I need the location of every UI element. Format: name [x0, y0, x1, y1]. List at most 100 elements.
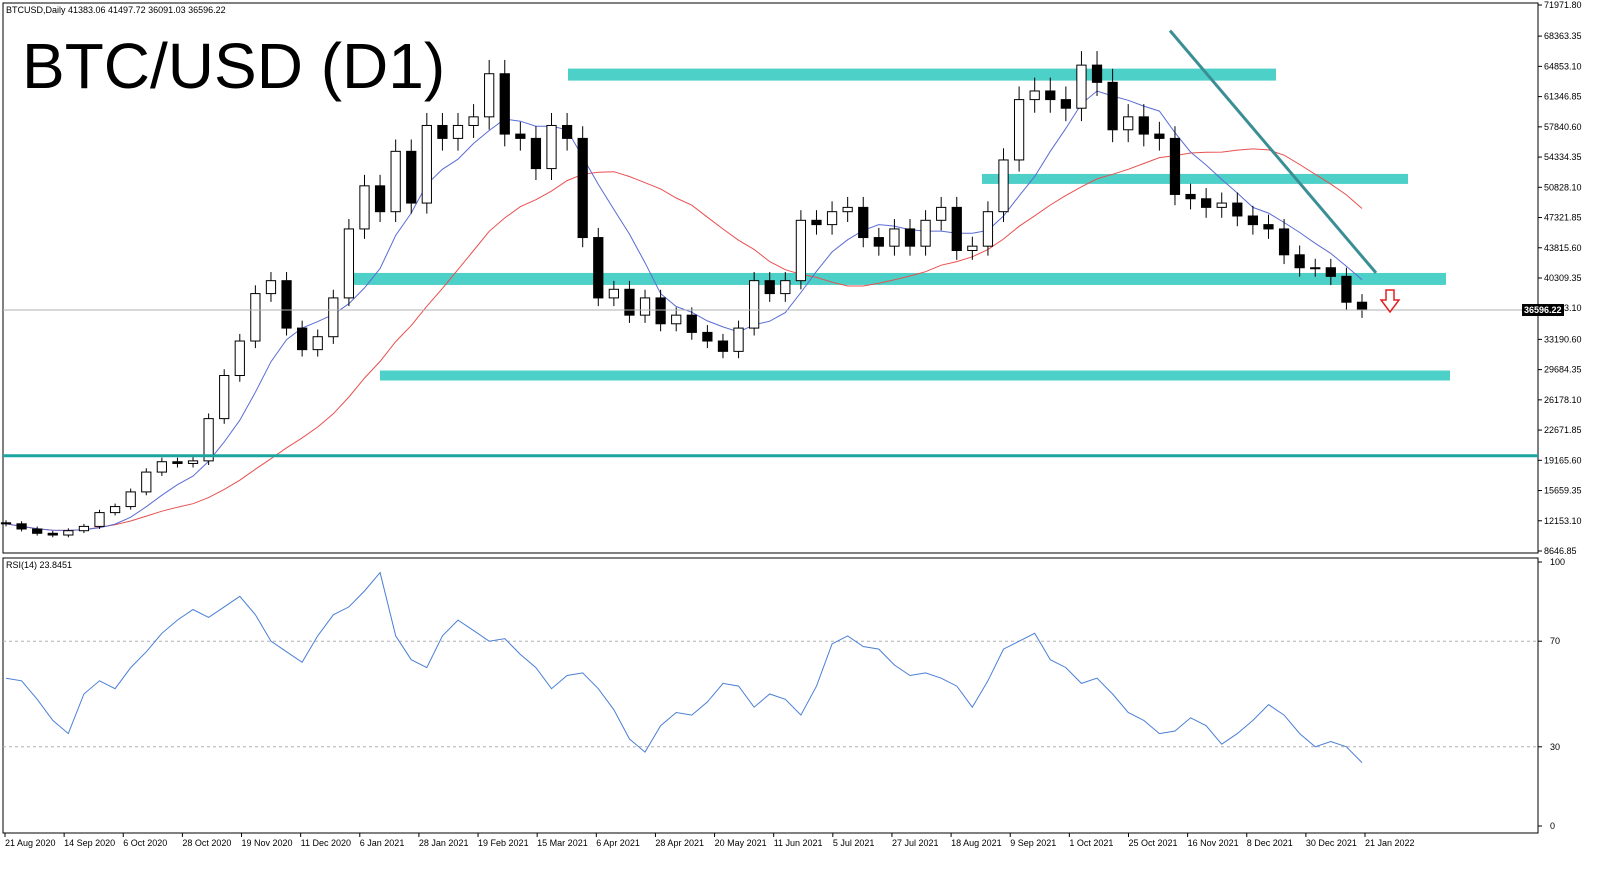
candle-body: [749, 280, 760, 329]
candle-body: [437, 124, 448, 139]
candle-body: [920, 219, 931, 247]
candle-body: [1294, 254, 1305, 269]
price-zone: [380, 370, 1450, 381]
price-tick-label: 40309.35: [1544, 273, 1582, 283]
candle-body: [499, 73, 510, 135]
candle-body: [406, 150, 417, 204]
candle-body: [1013, 99, 1025, 161]
candle-body: [1232, 202, 1243, 217]
descending-trendline: [1168, 29, 1378, 274]
time-tick-label: 6 Oct 2020: [123, 838, 167, 848]
price-tick-label: 50828.10: [1544, 182, 1582, 192]
candle-body: [265, 280, 277, 295]
candle-body: [1216, 202, 1227, 208]
price-tick-label: 64853.10: [1544, 61, 1582, 71]
time-tick-label: 15 Mar 2021: [537, 838, 588, 848]
candle-body: [343, 228, 355, 299]
candle-body: [904, 228, 916, 247]
time-tick-label: 11 Jun 2021: [774, 838, 823, 848]
candle-body: [1341, 275, 1352, 303]
candle-body: [936, 206, 947, 221]
candle-body: [47, 532, 58, 536]
candle-body: [63, 530, 74, 536]
candle-body: [1185, 193, 1196, 200]
candle-body: [109, 506, 121, 514]
candle-body: [141, 471, 152, 493]
price-tick-label: 12153.10: [1544, 516, 1582, 526]
time-tick-label: 5 Jul 2021: [833, 838, 875, 848]
candle-body: [421, 124, 432, 204]
price-tick-label: 19165.60: [1544, 455, 1582, 465]
rsi-indicator-label: RSI(14) 23.8451: [6, 560, 72, 570]
candle-body: [219, 375, 230, 420]
candle-body: [125, 491, 136, 508]
candle-body: [328, 297, 339, 338]
price-tick-label: 33190.60: [1544, 334, 1582, 344]
candle-body: [811, 219, 822, 226]
candle-body: [764, 280, 775, 295]
candle-body: [1154, 133, 1165, 139]
current-price-tag: [1522, 304, 1564, 317]
candle-body: [780, 280, 791, 295]
time-tick-label: 18 Aug 2021: [951, 838, 1002, 848]
price-tick-label: 15659.35: [1544, 486, 1582, 496]
time-tick-label: 9 Sep 2021: [1010, 838, 1056, 848]
price-tick-label: 29684.35: [1544, 365, 1582, 375]
price-axis: 71971.80 68363.35 64853.10 61346.85 57840.60…: [1538, 0, 1582, 556]
candle-body: [826, 211, 838, 226]
candle-body: [873, 237, 884, 247]
candle-body: [1356, 301, 1368, 311]
price-tick-label: 68363.35: [1544, 31, 1582, 41]
current-price-label: 36596.22: [1524, 305, 1562, 315]
rsi-tick-label: 70: [1550, 636, 1560, 646]
candle-body: [842, 206, 853, 213]
candle-body: [702, 331, 713, 342]
time-tick-label: 6 Apr 2021: [596, 838, 640, 848]
time-tick-label: 30 Dec 2021: [1306, 838, 1357, 848]
candle-body: [468, 116, 479, 126]
price-tick-label: 71971.80: [1544, 0, 1582, 10]
candle-body: [484, 73, 495, 118]
candle-body: [1201, 198, 1212, 208]
candle-body: [624, 288, 635, 316]
candle-body: [281, 280, 292, 329]
candle-body: [359, 185, 370, 230]
candle-body: [1278, 228, 1290, 256]
price-zone: [982, 173, 1408, 184]
candle-body: [1263, 224, 1274, 230]
candle-body: [312, 336, 323, 351]
time-tick-label: 1 Oct 2021: [1069, 838, 1113, 848]
candle-body: [1310, 267, 1321, 270]
candle-body: [530, 137, 542, 170]
candle-body: [94, 512, 105, 527]
candle-body: [686, 314, 697, 333]
candle-body: [577, 137, 588, 239]
time-tick-label: 21 Jan 2022: [1365, 838, 1415, 848]
candlestick-series: [0, 51, 1368, 538]
candle-body: [951, 206, 962, 251]
time-tick-label: 20 May 2021: [715, 838, 767, 848]
price-tick-label: 43815.60: [1544, 243, 1582, 253]
time-tick-label: 16 Nov 2021: [1188, 838, 1239, 848]
price-tick-label: 22671.85: [1544, 425, 1582, 435]
rsi-level-lines: [3, 640, 1538, 748]
candle-body: [671, 314, 682, 325]
price-tick-label: 54334.35: [1544, 152, 1582, 162]
time-axis: 21 Aug 2020 14 Sep 2020 6 Oct 2020 28 Oct 2…: [4, 833, 1415, 848]
candle-body: [639, 297, 651, 316]
rsi-axis: 100 70 30 0: [1538, 557, 1565, 831]
rsi-tick-label: 30: [1550, 742, 1560, 752]
candle-body: [1138, 116, 1149, 135]
candle-body: [998, 159, 1009, 213]
candle-body: [32, 528, 43, 534]
candle-body: [1123, 116, 1134, 131]
candle-body: [187, 460, 199, 464]
price-tick-label: 57840.60: [1544, 122, 1582, 132]
time-tick-label: 19 Feb 2021: [478, 838, 529, 848]
time-tick-label: 21 Aug 2020: [5, 838, 56, 848]
time-tick-label: 6 Jan 2021: [360, 838, 405, 848]
price-tick-label: 26178.10: [1544, 395, 1582, 405]
time-tick-label: 14 Sep 2020: [64, 838, 115, 848]
candle-body: [203, 418, 214, 462]
